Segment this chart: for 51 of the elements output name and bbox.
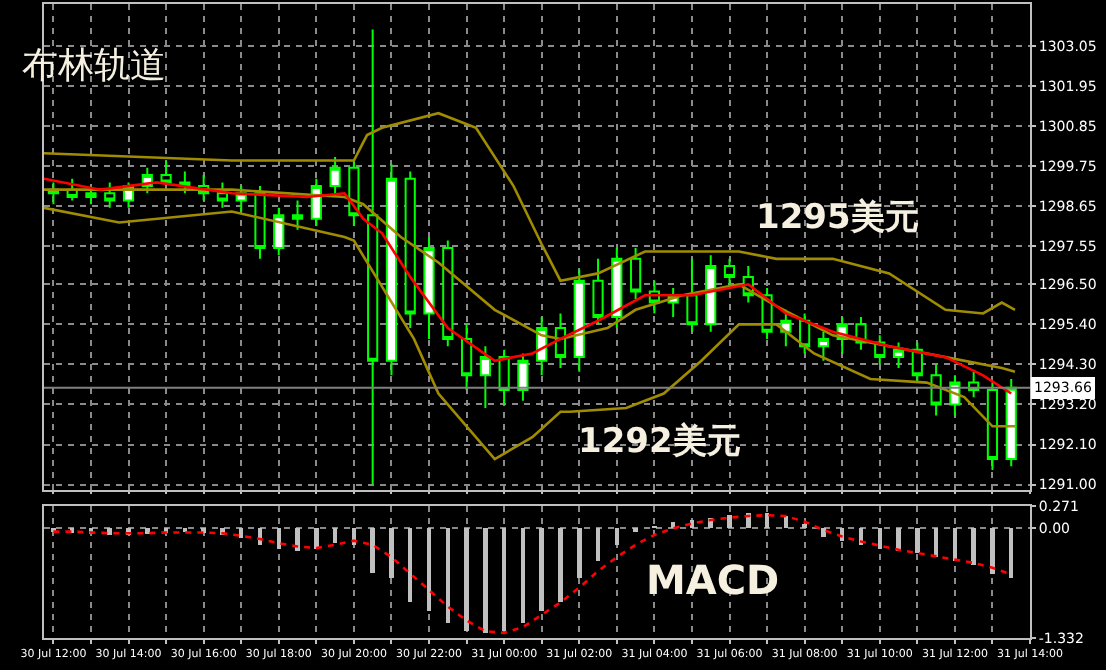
candlestick (367, 28, 379, 486)
candlestick (104, 181, 116, 209)
bar (614, 528, 620, 545)
candlestick (216, 181, 229, 209)
candlestick (273, 206, 285, 257)
bar (370, 528, 375, 573)
candlestick (460, 323, 473, 391)
annotation: 1292美元 (578, 422, 741, 462)
candlestick (160, 159, 172, 188)
candlestick (254, 185, 266, 260)
bar (483, 528, 488, 633)
candlestick (310, 177, 322, 228)
candlestick (630, 246, 642, 300)
bar (1008, 528, 1014, 578)
bar (295, 528, 300, 552)
candlestick (986, 381, 999, 471)
annotation: 1295美元 (756, 198, 919, 238)
bar (877, 528, 882, 549)
candlestick (442, 239, 454, 348)
bar (577, 528, 582, 578)
bar (727, 515, 732, 529)
candlestick (1005, 377, 1017, 468)
candlestick (554, 312, 567, 370)
candlestick (291, 199, 304, 231)
bar (558, 528, 563, 603)
candlestick (686, 257, 698, 333)
bar (746, 512, 751, 529)
candlestick (573, 268, 585, 373)
bar (145, 528, 150, 535)
candlestick (705, 254, 717, 333)
bar (389, 528, 394, 578)
line-series (52, 513, 1013, 635)
candlestick (479, 345, 491, 410)
candlestick (329, 155, 341, 198)
bar (464, 528, 469, 632)
bar (539, 528, 544, 611)
bar (990, 528, 995, 574)
candlestick (517, 352, 529, 402)
candlestick (723, 257, 736, 289)
bar (314, 528, 319, 549)
candlestick (817, 330, 830, 362)
candlestick (892, 341, 905, 370)
bar (821, 528, 826, 537)
annotation: MACD (646, 556, 780, 604)
bar (332, 528, 338, 544)
candlestick (85, 185, 97, 206)
candlestick (404, 170, 416, 329)
candlestick (592, 257, 604, 326)
bar (107, 528, 112, 535)
bar (971, 528, 976, 566)
bar (915, 528, 920, 554)
